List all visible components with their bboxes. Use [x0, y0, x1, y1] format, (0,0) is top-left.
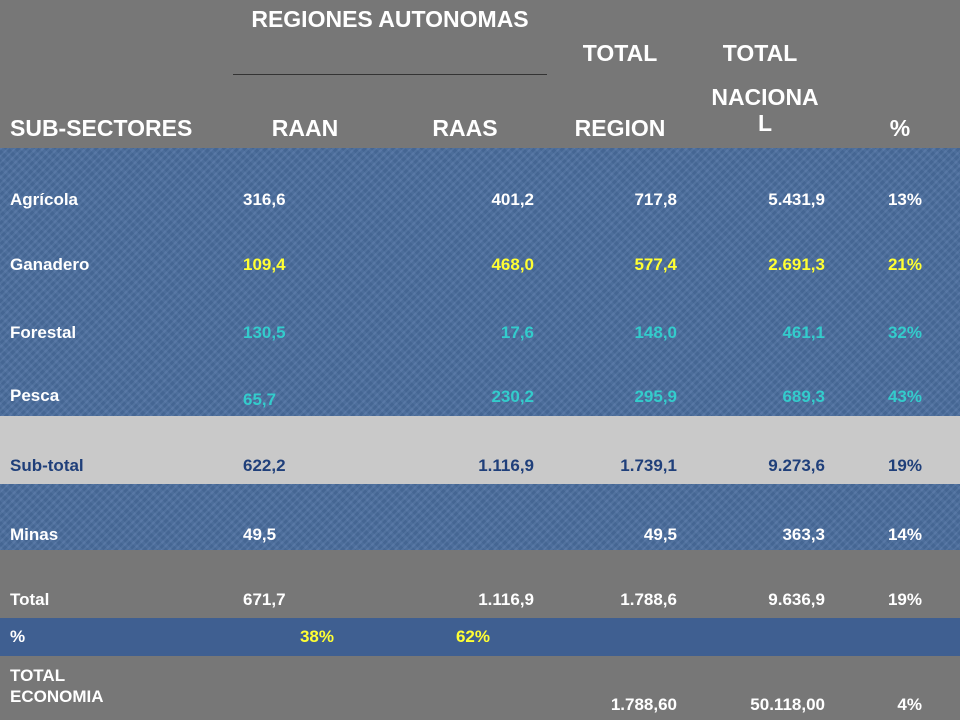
cell-region: 577,4 [634, 255, 677, 274]
cell-pct: 43% [887, 387, 922, 406]
cell-raas: 62% [455, 627, 490, 646]
cell-region: 1.788,6 [620, 590, 677, 609]
header-pct: % [889, 115, 911, 141]
percent-band [0, 618, 960, 656]
header-region: REGION [574, 115, 666, 141]
row-label: TOTAL ECONOMIA [10, 666, 104, 707]
row-label: Sub-total [10, 456, 84, 475]
cell-region: 1.788,60 [610, 695, 677, 714]
cell-region: 717,8 [634, 190, 677, 209]
row-label: Minas [10, 525, 59, 544]
subtotal-band [0, 416, 960, 484]
row-label: % [10, 627, 26, 646]
cell-nacional: 5.431,9 [768, 190, 825, 209]
header-total-nacional-top: TOTAL [722, 40, 798, 66]
cell-region: 148,0 [634, 323, 677, 342]
total-band [0, 550, 960, 618]
cell-raan: 622,2 [243, 456, 286, 475]
header-total-region-top: TOTAL [582, 40, 658, 66]
cell-raas: 17,6 [500, 323, 534, 342]
cell-nacional: 50.118,00 [750, 695, 825, 714]
cell-raan: 671,7 [243, 590, 286, 609]
cell-nacional: 2.691,3 [768, 255, 825, 274]
header-divider [233, 74, 547, 75]
cell-raan: 109,4 [243, 255, 286, 274]
cell-raas: 468,0 [491, 255, 534, 274]
cell-nacional: 363,3 [782, 525, 825, 544]
cell-raas: 1.116,9 [478, 590, 534, 609]
total-economia-band [0, 656, 960, 720]
cell-region: 295,9 [634, 387, 677, 406]
cell-pct: 14% [887, 525, 922, 544]
cell-raan: 316,6 [243, 190, 286, 209]
cell-raan: 65,7 [243, 390, 277, 409]
data-band-top [0, 148, 960, 416]
cell-raan: 130,5 [243, 323, 286, 342]
header-nacional: NACIONA L [711, 84, 819, 137]
cell-region: 49,5 [643, 525, 677, 544]
header-raas: RAAS [432, 115, 498, 141]
cell-raas: 1.116,9 [478, 456, 534, 475]
cell-pct: 21% [887, 255, 922, 274]
cell-pct: 13% [887, 190, 922, 209]
cell-pct: 19% [887, 456, 922, 475]
cell-nacional: 689,3 [782, 387, 825, 406]
header-sub-sectores: SUB-SECTORES [10, 115, 193, 141]
header-raan: RAAN [271, 115, 339, 141]
row-label: Agrícola [10, 190, 79, 209]
row-label: Forestal [10, 323, 77, 342]
row-label: Pesca [10, 386, 60, 405]
cell-raan: 49,5 [243, 525, 277, 544]
header-regiones-autonomas: REGIONES AUTONOMAS [251, 6, 529, 32]
cell-raan: 38% [299, 627, 334, 646]
row-label: Ganadero [10, 255, 90, 274]
cell-nacional: 9.636,9 [768, 590, 825, 609]
cell-raas: 401,2 [491, 190, 534, 209]
cell-nacional: 461,1 [782, 323, 825, 342]
cell-pct: 4% [897, 695, 922, 714]
cell-region: 1.739,1 [620, 456, 677, 475]
row-label: Total [10, 590, 50, 609]
cell-pct: 32% [887, 323, 922, 342]
cell-nacional: 9.273,6 [768, 456, 825, 475]
cell-raas: 230,2 [491, 387, 534, 406]
cell-pct: 19% [887, 590, 922, 609]
minas-band [0, 484, 960, 550]
